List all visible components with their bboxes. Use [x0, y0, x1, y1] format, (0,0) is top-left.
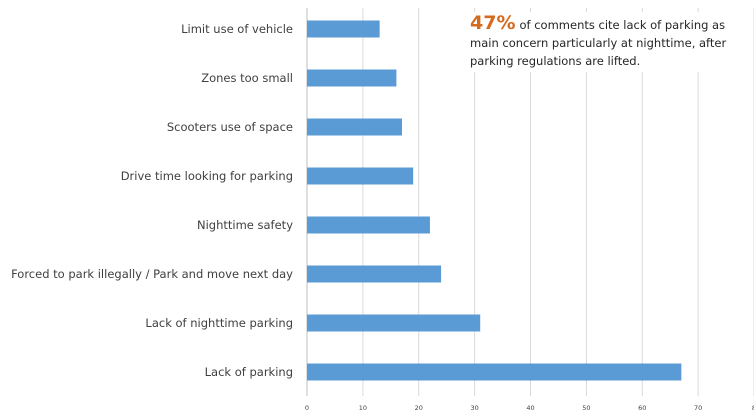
x-tick-label: 40: [526, 404, 534, 412]
x-tick-label: 0: [305, 404, 309, 412]
bar: [307, 118, 402, 136]
category-label: Limit use of vehicle: [181, 22, 293, 36]
category-label: Lack of parking: [205, 365, 293, 379]
bar: [307, 167, 414, 185]
x-tick-label: 50: [582, 404, 590, 412]
bar: [307, 20, 380, 38]
annotation-text: of comments cite lack of parking as main…: [470, 18, 727, 68]
category-label: Nighttime safety: [197, 218, 293, 232]
category-label: Scooters use of space: [167, 120, 293, 134]
bar: [307, 265, 442, 283]
x-tick-label: 8: [752, 404, 754, 412]
bar: [307, 363, 682, 381]
annotation-highlight: 47%: [470, 12, 516, 34]
bar: [307, 314, 481, 332]
category-label: Lack of nighttime parking: [145, 316, 293, 330]
category-label: Drive time looking for parking: [121, 169, 293, 183]
x-tick-label: 10: [359, 404, 367, 412]
annotation-callout: 47% of comments cite lack of parking as m…: [466, 12, 744, 72]
x-tick-label: 70: [694, 404, 702, 412]
x-tick-label: 30: [470, 404, 478, 412]
x-tick-label: 60: [638, 404, 646, 412]
category-label: Forced to park illegally / Park and move…: [11, 267, 293, 281]
category-label: Zones too small: [201, 71, 293, 85]
x-tick-label: 20: [415, 404, 423, 412]
bar: [307, 216, 430, 234]
bar: [307, 69, 397, 87]
